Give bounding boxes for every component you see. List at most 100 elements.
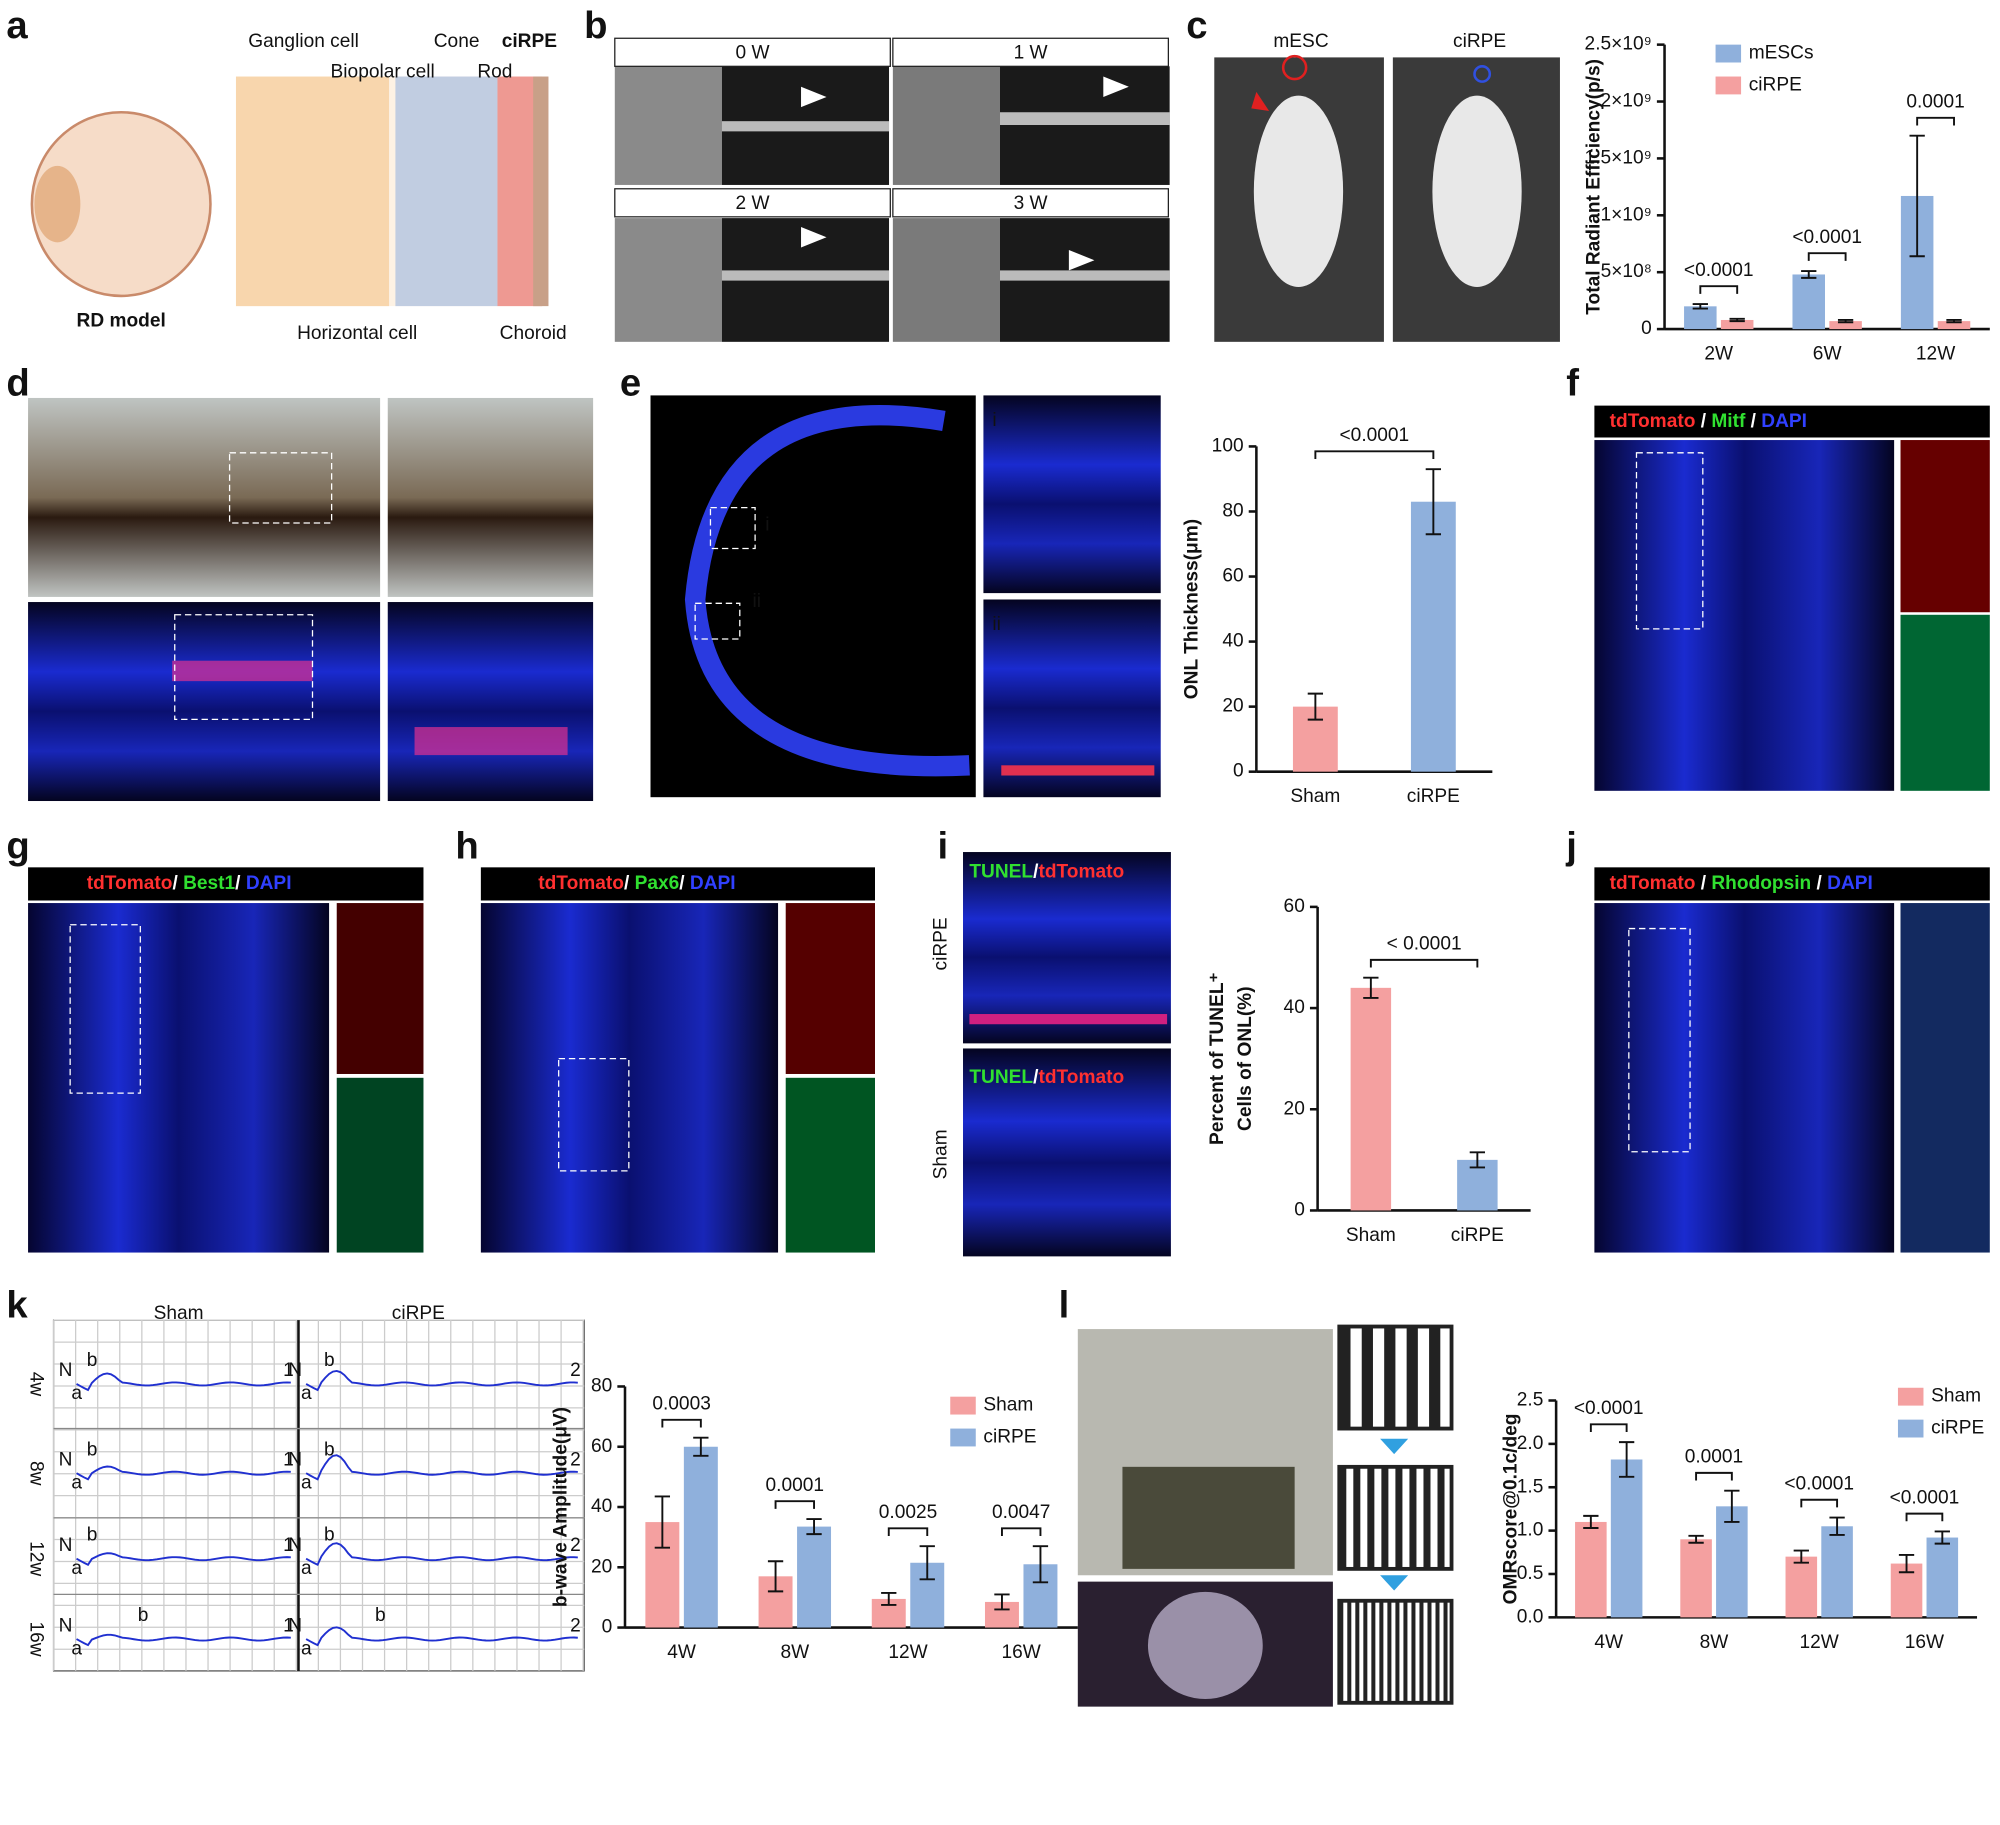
erg-trace [76, 1552, 291, 1566]
error-bar [1837, 319, 1854, 324]
zoom-box [1635, 452, 1704, 630]
error-bar [806, 1518, 822, 1536]
signal [1473, 65, 1492, 83]
erg-mark: a [301, 1472, 312, 1493]
stain-header: TUNEL/tdTomato [969, 1067, 1124, 1088]
grating-bar [1363, 1600, 1368, 1703]
timepoint-box [892, 37, 1170, 67]
bar [1680, 1539, 1712, 1618]
error-bar [1583, 1514, 1599, 1529]
significance-bracket [1589, 1423, 1628, 1432]
bar [1937, 321, 1971, 330]
y-tick-label: 2.5×10⁹ [1585, 34, 1652, 55]
panel-letter: d [6, 361, 29, 404]
bar [1821, 1526, 1853, 1618]
stain-part: Rhodopsin [1711, 873, 1811, 894]
legend-swatch [1897, 1387, 1924, 1406]
erg-mark: N [288, 1615, 302, 1636]
stain-header: tdTomato/ Pax6/ DAPI [538, 873, 735, 894]
p-value: 0.0001 [1685, 1447, 1744, 1468]
erg-mark: 2 [570, 1615, 581, 1636]
panel-letter: j [1565, 824, 1577, 867]
y-tick-label: 40 [1222, 631, 1243, 652]
error-bar [1934, 1530, 1950, 1545]
erg-mark: a [71, 1638, 82, 1659]
y-tick-label: 2.5 [1517, 1390, 1544, 1411]
legend-label: Sham [1931, 1386, 1981, 1407]
p-value: <0.0001 [1684, 260, 1754, 281]
error-bar [994, 1593, 1010, 1611]
bar [1829, 321, 1862, 330]
erg-mark: a [301, 1638, 312, 1659]
timepoint-box [614, 37, 891, 67]
fundus-image [614, 218, 722, 342]
grating-bar [1384, 1326, 1396, 1429]
error-bar [881, 1591, 897, 1606]
erg-mark: a [301, 1558, 312, 1579]
error-bar [1801, 270, 1817, 279]
panel-letter: e [620, 361, 641, 404]
erg-mark: 2 [570, 1360, 581, 1381]
p-value: 0.0025 [879, 1502, 938, 1523]
stain-header: tdTomato / Rhodopsin / DAPI [1610, 873, 1873, 894]
diagram-label: RD model [77, 310, 166, 331]
p-value: <0.0001 [1890, 1487, 1960, 1508]
significance-bracket [774, 1500, 816, 1509]
grating-bar [1353, 1466, 1361, 1569]
y-tick-label: 2×10⁹ [1601, 91, 1652, 112]
stain-part: / [1695, 411, 1711, 432]
bar [1610, 1459, 1643, 1618]
error-bar [1363, 976, 1379, 999]
gratings [1337, 1324, 1454, 1705]
red-channel [785, 903, 875, 1074]
p-value: <0.0001 [1340, 425, 1410, 446]
row-label: 16w [26, 1621, 47, 1656]
grating-bar [1437, 1466, 1445, 1569]
x-tick-label: Sham [1290, 786, 1340, 807]
legend-swatch [1715, 44, 1742, 63]
significance-bracket [1699, 285, 1739, 294]
x-tick-label: 16W [1002, 1642, 1041, 1663]
error-bar [919, 1545, 935, 1581]
diagram-label: Cone [434, 31, 480, 52]
zoom-box [174, 614, 314, 721]
erg-mark: N [59, 1360, 73, 1381]
row-label: 4w [26, 1372, 47, 1397]
p-value: 0.0001 [1906, 92, 1965, 113]
platform [1122, 1466, 1295, 1569]
grating-bar [1427, 1600, 1432, 1703]
tdtomato-signal [1001, 765, 1155, 776]
choroid-layer [533, 76, 549, 307]
y-axis-label: Percent of TUNEL⁺ [1207, 972, 1228, 1145]
y-axis-label: OMRscore@0.1c/deg [1501, 1414, 1522, 1605]
significance-bracket [1807, 252, 1847, 261]
y-axis-label: ONL Thickness(μm) [1182, 519, 1203, 699]
signal [1281, 54, 1308, 81]
x-tick-label: 6W [1813, 344, 1842, 365]
erg-mark: b [138, 1605, 149, 1626]
row-label: 8w [26, 1461, 47, 1486]
erg-mark: b [87, 1439, 98, 1460]
stain-part: Pax6 [635, 873, 680, 894]
photoreceptor-layer [395, 76, 498, 307]
grating-bar [1347, 1600, 1352, 1703]
zoom-box [1628, 927, 1691, 1153]
erg-mark: a [301, 1383, 312, 1404]
erg-mark: 1 [283, 1535, 294, 1556]
stain-part: / [1695, 873, 1711, 894]
header-bar [28, 867, 424, 901]
p-value: <0.0001 [1574, 1398, 1644, 1419]
fluorescence-image [28, 903, 330, 1253]
p-value: 0.0003 [652, 1394, 711, 1415]
zoom-box [558, 1058, 630, 1172]
neuron-layer [235, 76, 390, 307]
zoom-box [694, 602, 741, 640]
grating-bar [1339, 1600, 1344, 1703]
erg-mark: a [71, 1472, 82, 1493]
legend-label: ciRPE [1931, 1418, 1984, 1439]
tdtomato-signal [172, 660, 313, 682]
error-bar [1425, 468, 1442, 536]
row-label: Sham [930, 1129, 951, 1179]
image-placeholders [28, 54, 1990, 1707]
inset-image [983, 599, 1161, 798]
